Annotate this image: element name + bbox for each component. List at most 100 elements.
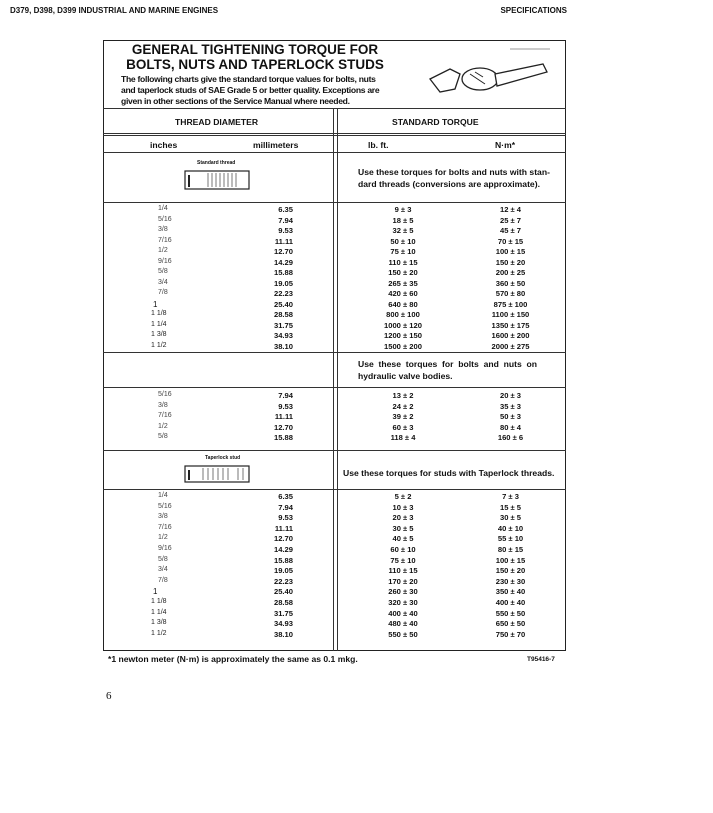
lbft-cell: 118 ± 4 (390, 433, 416, 442)
table-row: 5/8 15.88 75 ± 10 100 ± 15 (103, 556, 566, 567)
nm-cell: 150 ± 20 (495, 566, 526, 576)
inches-cell: 3/8 (158, 226, 168, 233)
figure-id: T95416-7 (527, 656, 555, 663)
millimeters-cell: 11.11 (274, 523, 293, 533)
inches-cell: 5/8 (158, 433, 168, 440)
taperlock-stud-illustration (184, 465, 250, 483)
thread-diameter-header: THREAD DIAMETER (175, 117, 259, 127)
inches-cell: 1/4 (158, 492, 168, 499)
divider (103, 352, 566, 353)
lbft-cell: 75 ± 10 (390, 247, 416, 256)
divider (103, 387, 566, 388)
millimeters-cell: 25.40 (273, 299, 293, 309)
millimeters-cell: 15.88 (273, 555, 293, 565)
millimeters-cell: 34.93 (273, 619, 293, 629)
lbft-cell: 1200 ± 150 (384, 331, 422, 340)
page-number: 6 (106, 690, 112, 702)
millimeters-cell: 7.94 (278, 391, 293, 400)
table-row: 3/4 19.05 265 ± 35 360 ± 50 (103, 279, 566, 290)
inches-cell: 3/8 (158, 401, 168, 409)
inches-cell: 1 3/8 (151, 331, 167, 338)
lbft-cell: 420 ± 60 (388, 289, 418, 298)
torque-wrench-illustration (429, 48, 550, 93)
lbft-cell: 265 ± 35 (388, 278, 418, 288)
millimeters-cell: 38.10 (273, 629, 293, 639)
lbft-cell: 24 ± 2 (392, 401, 414, 411)
table-row: 3/8 9.53 32 ± 5 45 ± 7 (103, 226, 566, 237)
inches-cell: 1 1/2 (151, 629, 167, 637)
inches-cell: 1 1/8 (151, 310, 167, 317)
millimeters-cell: 9.53 (278, 401, 293, 411)
table-row: 3/4 19.05 110 ± 15 150 ± 20 (103, 566, 566, 577)
millimeters-cell: 19.05 (273, 278, 293, 288)
inches-cell: 1 1/4 (151, 608, 167, 616)
taperlock-note: Use these torques for studs with Taperlo… (343, 468, 555, 478)
nm-cell: 20 ± 3 (499, 391, 522, 400)
nm-cell: 100 ± 15 (495, 247, 526, 256)
note-line: Use these torques for bolts and nuts wit… (358, 167, 550, 177)
lbft-cell: 480 ± 40 (388, 619, 418, 629)
millimeters-cell: 7.94 (278, 215, 293, 225)
divider (103, 135, 566, 136)
nm-cell: 400 ± 40 (495, 598, 526, 607)
millimeters-cell: 14.29 (273, 545, 293, 554)
nm-cell: 100 ± 15 (495, 555, 526, 565)
title-line-1: GENERAL TIGHTENING TORQUE FOR (131, 42, 379, 57)
table-row: 9/16 14.29 60 ± 10 80 ± 15 (103, 545, 566, 556)
millimeters-cell: 38.10 (273, 341, 293, 351)
table-row: 7/8 22.23 420 ± 60 570 ± 80 (103, 289, 566, 300)
table-row: 5/16 7.94 13 ± 2 20 ± 3 (103, 391, 566, 402)
millimeters-cell: 11.11 (274, 412, 293, 421)
millimeters-cell: 12.70 (273, 534, 293, 544)
lbft-cell: 13 ± 2 (392, 391, 414, 400)
millimeters-cell: 6.35 (278, 492, 293, 501)
table-row: 1 1/4 31.75 1000 ± 120 1350 ± 175 (103, 321, 566, 332)
note-line: dard threads (conversions are approximat… (358, 179, 540, 189)
table-row: 1 25.40 640 ± 80 875 ± 100 (103, 300, 566, 311)
nm-cell: 200 ± 25 (495, 268, 526, 277)
inches-cell: 5/16 (158, 215, 172, 223)
lbft-cell: 110 ± 15 (388, 566, 418, 576)
standard-thread-note: Use these torques for bolts and nuts wit… (358, 166, 550, 190)
divider (103, 489, 566, 490)
nm-cell: 25 ± 7 (499, 215, 522, 225)
millimeters-cell: 31.75 (273, 320, 293, 330)
nm-cell: 150 ± 20 (495, 257, 526, 267)
nm-cell: 30 ± 5 (499, 513, 522, 523)
inches-cell: 1 (153, 587, 158, 597)
millimeters-cell: 28.58 (273, 598, 293, 607)
millimeters-cell: 12.70 (273, 247, 293, 256)
table-row: 1/2 12.70 60 ± 3 80 ± 4 (103, 423, 566, 434)
millimeters-cell: 19.05 (273, 566, 293, 576)
inches-cell: 7/8 (158, 576, 168, 584)
millimeters-cell: 9.53 (278, 226, 293, 235)
table-row: 1 1/8 28.58 320 ± 30 400 ± 40 (103, 598, 566, 609)
table-row: 7/16 11.11 39 ± 2 50 ± 3 (103, 412, 566, 423)
millimeters-cell: 12.70 (273, 422, 293, 432)
header-section: SPECIFICATIONS (500, 6, 567, 15)
nm-cell: 40 ± 10 (497, 523, 524, 533)
table-row: 5/8 15.88 118 ± 4 160 ± 6 (103, 433, 566, 444)
lbft-cell: 1000 ± 120 (384, 320, 422, 330)
lbft-cell: 1500 ± 200 (384, 341, 422, 351)
millimeters-cell: 22.23 (273, 289, 293, 298)
lbft-cell: 5 ± 2 (394, 492, 412, 501)
inches-cell: 1/4 (158, 205, 168, 212)
nm-cell: 2000 ± 275 (491, 341, 530, 351)
footnote: *1 newton meter (N·m) is approximately t… (108, 654, 358, 664)
millimeters-cell: 7.94 (278, 502, 293, 512)
divider (103, 133, 566, 134)
lbft-cell: 170 ± 20 (388, 576, 418, 586)
description: The following charts give the standard t… (121, 74, 380, 106)
column-divider (333, 108, 338, 651)
lbft-cell: 32 ± 5 (392, 226, 414, 235)
nm-cell: 570 ± 80 (495, 289, 526, 298)
millimeters-cell: 14.29 (273, 257, 293, 267)
nm-cell: 160 ± 6 (497, 433, 524, 442)
millimeters-cell: 28.58 (273, 310, 293, 319)
lbft-cell: 75 ± 10 (390, 555, 416, 565)
table-row: 1 25.40 260 ± 30 350 ± 40 (103, 587, 566, 598)
lbft-cell: 110 ± 15 (388, 257, 418, 267)
inches-cell: 7/16 (158, 412, 172, 419)
